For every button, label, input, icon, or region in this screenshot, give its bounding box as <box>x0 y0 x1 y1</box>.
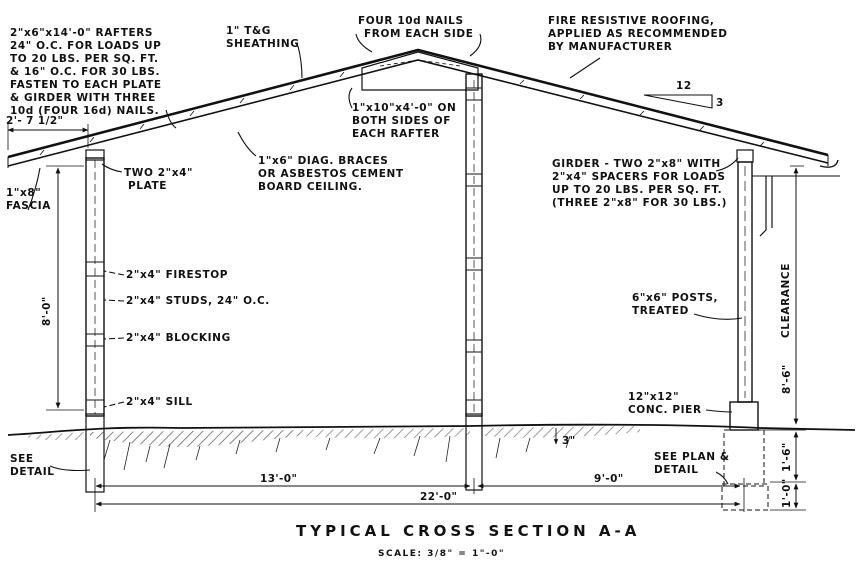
plate-label-line-1: TWO 2"x4" <box>124 167 193 179</box>
roofing-label-line-3: BY MANUFACTURER <box>548 41 672 53</box>
drawing-scale: SCALE: 3/8" = 1"-0" <box>378 549 505 559</box>
girder-label-line-4: (THREE 2"x8" FOR 30 LBS.) <box>552 197 727 209</box>
clearance-label: CLEARANCE <box>780 263 792 338</box>
fascia-label-line-1: 1"x8" <box>6 187 41 199</box>
see-detail-line-2: DETAIL <box>10 466 55 478</box>
blocking <box>85 333 105 347</box>
ridge-gusset <box>361 51 479 91</box>
girder-label-line-1: GIRDER - TWO 2"x8" WITH <box>552 158 721 170</box>
plate-label-line-2: PLATE <box>128 180 167 192</box>
roof-assembly <box>7 48 840 237</box>
ridge-board-label-line-2: BOTH SIDES OF <box>352 115 451 127</box>
slope-run: 12 <box>676 80 692 92</box>
pier-label-line-1: 12"x12" <box>628 391 679 403</box>
sheathing-label-line-1: 1" T&G <box>226 25 271 37</box>
ridge-board-label-line-3: EACH RAFTER <box>352 128 440 140</box>
see-plan-line-2: DETAIL <box>654 464 699 476</box>
see-plan-line-1: SEE PLAN & <box>654 451 730 463</box>
posts-label-line-1: 6"x6" POSTS, <box>632 292 718 304</box>
left-wall <box>85 149 105 493</box>
dim-post-height: 8'-6" <box>781 364 793 394</box>
braces-label-line-1: 1"x6" DIAG. BRACES <box>258 155 388 167</box>
girder-label-line-2: 2"x4" SPACERS FOR LOADS <box>552 171 726 183</box>
dim-total-span: 22'-0" <box>420 491 457 503</box>
braces-label-line-3: BOARD CEILING. <box>258 181 362 193</box>
rafter-note-line-1: 2"x6"x14'-0" RAFTERS <box>10 27 153 39</box>
braces-label-line-2: OR ASBESTOS CEMENT <box>258 168 404 180</box>
rafter-note-line-4: & 16" O.C. FOR 30 LBS. <box>10 66 160 78</box>
dim-overhang: 2'- 7 1/2" <box>6 115 63 127</box>
girder <box>736 149 754 163</box>
dim-grade-drop: 3" <box>562 435 576 447</box>
rafter-note-line-3: TO 20 LBS. PER SQ. FT. <box>10 53 159 65</box>
rafter-note: 2"x6"x14'-0" RAFTERS 24" O.C. FOR LOADS … <box>10 27 162 117</box>
right-post-and-pier <box>721 149 769 511</box>
sill-label: 2"x4" SILL <box>126 396 193 408</box>
rafter-note-line-7: 10d (FOUR 16d) NAILS. <box>10 105 159 117</box>
pier-label-line-2: CONC. PIER <box>628 404 702 416</box>
dim-footing: 1'-0" <box>781 478 793 508</box>
dim-left-span: 13'-0" <box>260 473 297 485</box>
pier-footing <box>721 483 769 511</box>
ridge-board-label-line-1: 1"x10"x4'-0" ON <box>352 102 456 114</box>
rafter-note-line-5: FASTEN TO EACH PLATE <box>10 79 162 91</box>
fascia-label-line-2: FASCIA <box>6 200 51 212</box>
firestop <box>85 261 105 277</box>
slope-rise: 3 <box>716 97 724 109</box>
rafter-note-line-6: & GIRDER WITH THREE <box>10 92 156 104</box>
girder-label-line-3: UP TO 20 LBS. PER SQ. FT. <box>552 184 722 196</box>
dim-wall-height: 8'-0" <box>41 296 53 326</box>
pier <box>729 401 759 431</box>
firestop-label: 2"x4" FIRESTOP <box>126 269 228 281</box>
posts-label-line-2: TREATED <box>632 305 689 317</box>
sheathing-label-line-2: SHEATHING <box>226 38 300 50</box>
nails-label-line-2: FROM EACH SIDE <box>364 28 474 40</box>
roof-slope-indicator: 12 3 <box>643 80 724 109</box>
see-detail-line-1: SEE <box>10 453 34 465</box>
drawing-title: TYPICAL CROSS SECTION A-A <box>296 522 640 540</box>
leader-lines <box>27 33 743 485</box>
roofing-label-line-2: APPLIED AS RECOMMENDED <box>548 28 728 40</box>
roofing-label-line-1: FIRE RESISTIVE ROOFING, <box>548 15 715 27</box>
center-bearing-wall <box>465 73 483 491</box>
blocking-label: 2"x4" BLOCKING <box>126 332 231 344</box>
dim-right-span: 9'-0" <box>594 473 624 485</box>
dimension-lines <box>7 124 806 512</box>
nails-label-line-1: FOUR 10d NAILS <box>358 15 464 27</box>
rafter-note-line-2: 24" O.C. FOR LOADS UP <box>10 40 161 52</box>
dim-pier-height: 1'-6" <box>781 442 793 472</box>
ground-line <box>7 423 856 471</box>
studs-label: 2"x4" STUDS, 24" O.C. <box>126 295 270 307</box>
